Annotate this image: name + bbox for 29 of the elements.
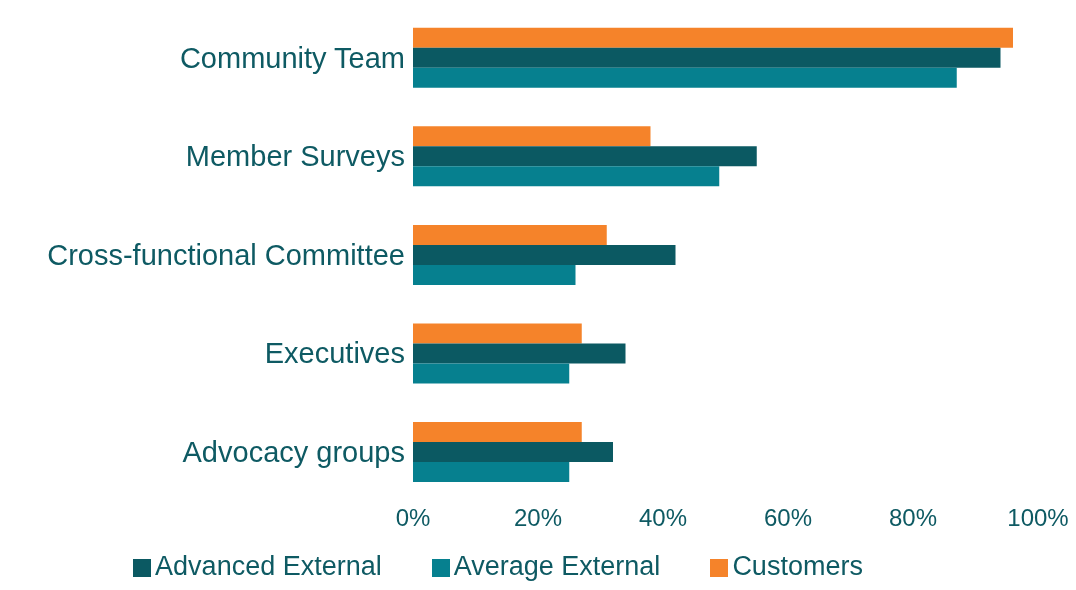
bar <box>413 462 570 483</box>
bar <box>413 126 651 147</box>
bar <box>413 244 676 265</box>
y-tick-label: Executives <box>264 337 405 370</box>
bar <box>413 264 576 285</box>
bar <box>413 323 582 344</box>
bar <box>413 27 1013 48</box>
x-tick-label: 0% <box>395 504 431 532</box>
bar <box>413 224 607 245</box>
x-tick-label: 100% <box>1007 504 1069 532</box>
y-tick-label: Cross-functional Committee <box>47 238 405 271</box>
bar <box>413 67 957 88</box>
bar <box>413 47 1001 68</box>
legend-label: Customers <box>732 551 863 581</box>
bar <box>413 363 570 384</box>
bar <box>413 166 720 187</box>
bar <box>413 343 626 364</box>
x-tick-label: 20% <box>513 504 563 532</box>
legend-label: Advanced External <box>155 551 382 581</box>
y-tick-label: Advocacy groups <box>182 436 405 468</box>
x-tick-label: 40% <box>638 504 688 532</box>
y-tick-label: Member Surveys <box>185 140 405 173</box>
bar <box>413 442 613 463</box>
x-tick-label: 60% <box>763 504 813 532</box>
y-tick-label: Community Team <box>179 41 405 74</box>
bar <box>413 146 757 167</box>
x-tick-label: 80% <box>888 504 938 532</box>
bar <box>413 422 582 443</box>
legend-label: Average External <box>453 551 661 581</box>
